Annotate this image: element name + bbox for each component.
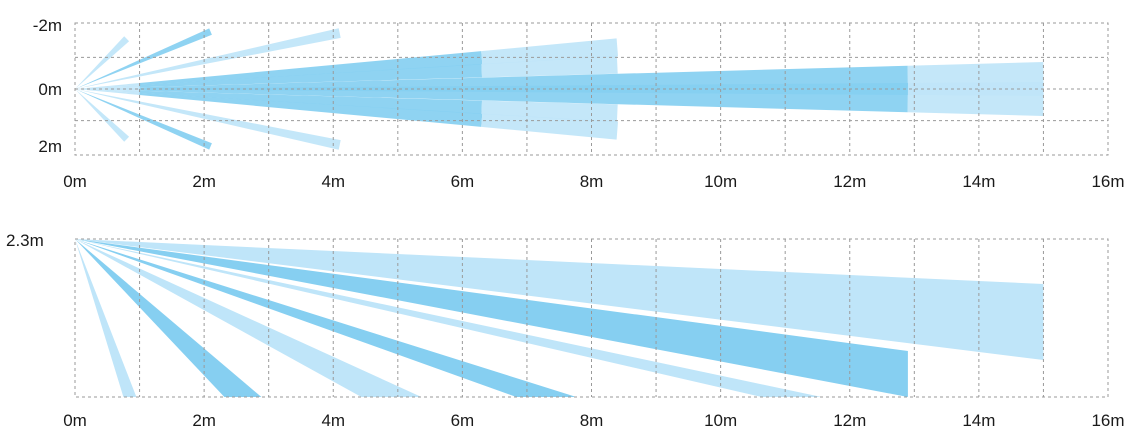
top-x-tick-label: 4m — [321, 172, 345, 191]
top-y-tick-label: 0m — [38, 80, 62, 99]
top-x-tick-label: 2m — [192, 172, 216, 191]
side-view-x-tick-labels: 0m 2m 4m 6m 8m 10m 12m 14m 16m — [63, 411, 1124, 430]
top-beam-0-segment-0 — [75, 36, 129, 89]
side-beam-0 — [75, 239, 136, 397]
top-view-y-tick-labels: -2m 0m 2m — [33, 16, 62, 156]
top-beam-11-segment-2 — [908, 82, 1044, 116]
side-y-tick-label: 2.3m — [6, 231, 44, 250]
side-x-tick-label: 10m — [704, 411, 737, 430]
side-view-beams — [75, 239, 1043, 397]
top-x-tick-label: 14m — [962, 172, 995, 191]
side-x-tick-label: 2m — [192, 411, 216, 430]
top-y-tick-label: -2m — [33, 16, 62, 35]
side-x-tick-label: 0m — [63, 411, 87, 430]
top-beam-1-segment-0 — [75, 89, 129, 142]
top-x-tick-label: 8m — [580, 172, 604, 191]
top-y-tick-label: 2m — [38, 137, 62, 156]
side-x-tick-label: 16m — [1091, 411, 1124, 430]
side-x-tick-label: 12m — [833, 411, 866, 430]
top-x-tick-label: 12m — [833, 172, 866, 191]
top-view-x-tick-labels: 0m 2m 4m 6m 8m 10m 12m 14m 16m — [63, 172, 1124, 191]
top-x-tick-label: 0m — [63, 172, 87, 191]
top-x-tick-label: 10m — [704, 172, 737, 191]
side-x-tick-label: 8m — [580, 411, 604, 430]
side-x-tick-label: 6m — [451, 411, 475, 430]
top-x-tick-label: 16m — [1091, 172, 1124, 191]
side-x-tick-label: 14m — [962, 411, 995, 430]
side-view-y-tick-labels: 2.3m — [6, 231, 44, 250]
top-x-tick-label: 6m — [451, 172, 475, 191]
side-x-tick-label: 4m — [321, 411, 345, 430]
side-view-chart: 0m 2m 4m 6m 8m 10m 12m 14m 16m 2.3m — [6, 231, 1125, 430]
